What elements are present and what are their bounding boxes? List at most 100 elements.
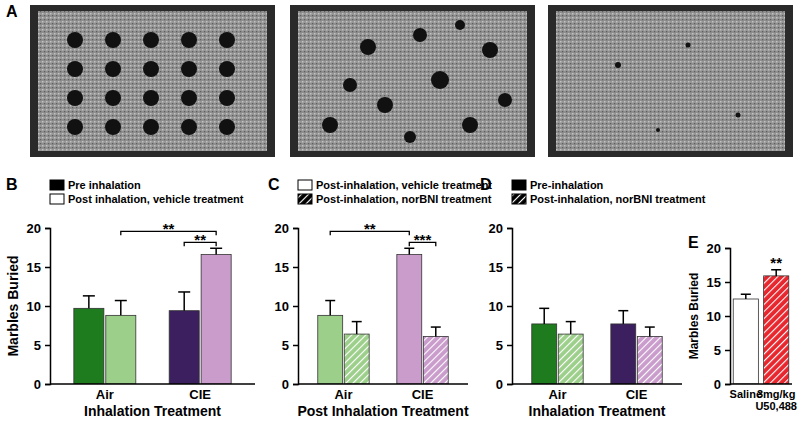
marble [181,90,197,106]
error-whisker [570,322,572,334]
error-cap [566,321,576,323]
tick-label: 20 [275,221,289,236]
y-tick: 20 [707,241,730,256]
error-cap [404,248,414,250]
marble [686,43,691,48]
marble [143,32,159,48]
error-whisker [329,301,331,316]
legend-item: Pre inhalation [50,179,141,191]
x-axis: Air CIE [512,384,682,402]
legend-label: Pre inhalation [68,179,141,191]
error-bar [539,308,549,324]
legend-item: Post-inhalation, vehicle treatment [298,179,492,191]
marble [482,42,498,58]
y-tick: 5 [282,338,298,353]
tick-mark [507,345,512,347]
error-cap [210,248,222,250]
panel: C05101520AirCIEPost Inhalation Treatment… [268,176,492,419]
error-cap [741,293,751,295]
legend-swatch [298,194,312,204]
tick-label: 15 [489,260,503,275]
y-tick: 0 [282,377,298,392]
plot-area [733,270,789,384]
tick-label-line: 3mg/kg [757,388,796,400]
error-whisker [120,301,122,316]
legend-item: Post inhalation, vehicle treatment [50,193,244,205]
error-whisker [543,308,545,324]
marble [431,71,449,89]
axis-line [507,229,513,385]
photo-frame [548,5,793,157]
bar [764,276,789,384]
x-tick: Air [548,384,566,402]
bedding [38,11,267,151]
tick-label-line: U50,488 [755,400,797,412]
tick-mark [293,228,298,230]
tick-label: CIE [412,387,434,402]
photo [548,5,793,157]
error-cap [178,291,190,293]
tick-label: 20 [489,221,503,236]
marble [181,61,197,77]
legend-item: Post-inhalation, norBNI treatment [512,193,706,205]
error-cap [618,310,628,312]
marble [219,32,235,48]
marble [105,119,121,135]
y-tick: 15 [707,275,730,290]
x-axis: Saline3mg/kgU50,488 [730,384,797,412]
y-tick: 0 [34,377,50,392]
legend-swatch [298,180,312,190]
y-tick: 0 [714,377,730,392]
marble [462,117,478,133]
y-axis: 05101520 [27,221,51,392]
error-bar [741,294,751,299]
bedding [556,11,785,151]
legend-label: Post-inhalation, vehicle treatment [316,179,492,191]
tick-label: 0 [282,377,289,392]
tick-mark [293,306,298,308]
marble [181,32,197,48]
error-whisker [649,327,651,336]
photo [30,5,275,157]
tick-label: Air [334,387,352,402]
marble [67,61,83,77]
error-bar [210,248,222,254]
y-axis-title: Marbles Buried [5,255,21,356]
panel-label: C [268,176,280,193]
x-tick: CIE [189,384,211,402]
panel: D05101520AirCIEInhalation TreatmentPre-i… [480,176,706,419]
marble [219,61,235,77]
y-tick: 5 [34,338,50,353]
tick-label: 10 [489,299,503,314]
tick-label: 0 [714,377,721,392]
tick-label: CIE [626,387,648,402]
y-tick: 10 [707,309,730,324]
tick-label: 3mg/kgU50,488 [755,388,797,412]
marble [736,113,741,118]
legend-label: Pre-inhalation [530,179,604,191]
tick-label: 15 [275,260,289,275]
tick-label: 20 [27,221,41,236]
tick-mark [725,350,730,352]
photo-frame [30,5,275,157]
x-tick: Air [334,384,352,402]
figure: AB05101520AirCIEMarbles BuriedInhalation… [0,0,800,421]
significance-label: ** [364,220,376,237]
legend-swatch [512,180,526,190]
marble [105,32,121,48]
error-whisker [623,311,625,324]
error-whisker [409,248,411,254]
tick-label: 10 [275,299,289,314]
marble [219,90,235,106]
tick-label: 5 [496,338,503,353]
plot-area [532,308,662,384]
error-bar [618,311,628,324]
y-tick: 20 [275,221,298,236]
tick-mark [45,267,50,269]
axis-line [45,229,51,385]
x-tick: Air [96,384,114,402]
marble [67,90,83,106]
error-bar [178,292,190,311]
axis-line [725,249,731,385]
legend: Pre inhalation Post inhalation, vehicle t… [50,179,244,205]
